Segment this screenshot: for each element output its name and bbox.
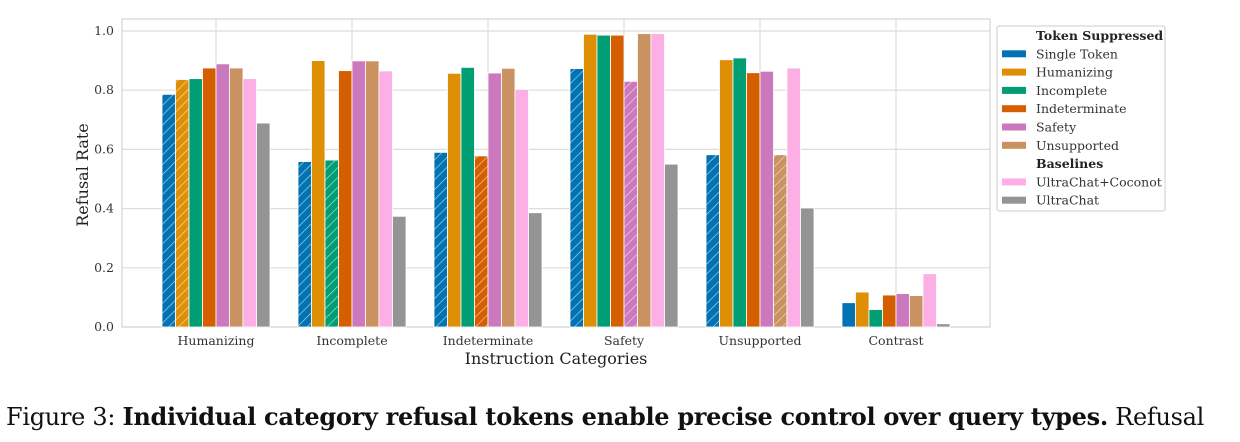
- bar-hatch: [474, 155, 488, 327]
- legend-swatch: [1002, 105, 1026, 113]
- bar-unsupported-safety: [637, 33, 652, 328]
- figure-caption: Figure 3: Individual category refusal to…: [6, 402, 1204, 431]
- bar-indeterminate-humanizing: [202, 67, 217, 328]
- x-tick-label: Incomplete: [316, 333, 387, 348]
- y-ticks: 0.0 0.2 0.4 0.6 0.8 1.0: [94, 23, 114, 334]
- bar-incomplete-contrast: [868, 309, 883, 328]
- bar-ultrachat-coconot-indeterminate: [514, 88, 529, 328]
- caption-rest: Refusal: [1107, 403, 1205, 431]
- bar-ultrachat-humanizing: [256, 122, 271, 328]
- legend-entry: Indeterminate: [1036, 101, 1127, 116]
- legend-swatch: [1002, 86, 1026, 94]
- x-tick-label: Indeterminate: [443, 333, 534, 348]
- legend-entry: Humanizing: [1036, 65, 1113, 80]
- bar-humanizing-contrast: [855, 291, 870, 328]
- y-axis-label: Refusal Rate: [73, 123, 92, 227]
- x-axis-label: Instruction Categories: [465, 349, 648, 368]
- bar-unsupported-incomplete: [365, 60, 380, 328]
- bar-safety-contrast: [895, 293, 910, 328]
- x-tick-label: Unsupported: [719, 333, 802, 348]
- bar-safety-incomplete: [351, 60, 366, 328]
- bar-humanizing-unsupported: [719, 59, 734, 328]
- y-tick-label: 0.0: [94, 319, 114, 334]
- bar-indeterminate-contrast: [882, 294, 897, 328]
- bar-hatch: [325, 160, 339, 327]
- bar-ultrachat-coconot-incomplete: [378, 70, 393, 328]
- bar-unsupported-contrast: [909, 295, 924, 328]
- x-ticks: Humanizing Incomplete Indeterminate Safety U…: [178, 333, 924, 348]
- bars: [161, 33, 951, 328]
- caption-bold: Individual category refusal tokens enabl…: [122, 402, 1108, 431]
- y-tick-label: 1.0: [94, 23, 114, 38]
- bar-incomplete-unsupported: [732, 57, 747, 328]
- y-tick-label: 0.8: [94, 82, 114, 97]
- legend-group-title: Baselines: [1036, 156, 1103, 171]
- bar-ultrachat-incomplete: [392, 215, 407, 328]
- bar-single-token-contrast: [841, 302, 856, 328]
- bar-hatch: [434, 152, 448, 327]
- legend-entry: UltraChat: [1036, 193, 1099, 208]
- y-tick-label: 0.6: [94, 141, 114, 156]
- y-tick-label: 0.4: [94, 201, 114, 216]
- bar-hatch: [162, 94, 176, 328]
- bar-unsupported-indeterminate: [501, 67, 516, 328]
- caption-prefix: Figure 3:: [6, 403, 123, 431]
- bar-hatch: [706, 154, 720, 327]
- legend-swatch: [1002, 68, 1026, 76]
- plot-frame: [121, 18, 991, 328]
- bar-ultrachat-coconot-contrast: [922, 273, 937, 328]
- y-tick-label: 0.2: [94, 260, 114, 275]
- bar-ultrachat-coconot-humanizing: [242, 78, 257, 328]
- bar-indeterminate-unsupported: [746, 72, 761, 328]
- bar-hatch: [570, 68, 584, 327]
- bar-ultrachat-indeterminate: [528, 212, 543, 328]
- bar-hatch: [624, 81, 638, 327]
- legend: Token Suppressed Single Token Humanizing In…: [996, 25, 1166, 212]
- legend-swatch: [1002, 178, 1026, 186]
- bar-ultrachat-contrast: [936, 323, 951, 328]
- bar-hatch: [773, 154, 787, 327]
- legend-swatch: [1002, 123, 1026, 131]
- bar-ultrachat-coconot-safety: [650, 33, 665, 328]
- legend-entry: Safety: [1036, 120, 1077, 135]
- bar-ultrachat-coconot-unsupported: [786, 67, 801, 328]
- bar-incomplete-indeterminate: [460, 67, 475, 328]
- legend-swatch: [1002, 196, 1026, 204]
- bar-safety-humanizing: [215, 63, 230, 328]
- bar-humanizing-incomplete: [311, 60, 326, 328]
- legend-swatch: [1002, 50, 1026, 58]
- x-tick-label: Contrast: [868, 333, 923, 348]
- bar-safety-unsupported: [759, 70, 774, 328]
- x-tick-label: Safety: [604, 333, 645, 348]
- bar-incomplete-safety: [596, 34, 611, 328]
- x-tick-label: Humanizing: [178, 333, 255, 348]
- legend-entry: UltraChat+Coconot: [1036, 174, 1162, 189]
- legend-entry: Single Token: [1036, 46, 1118, 61]
- legend-entry: Unsupported: [1036, 138, 1119, 153]
- legend-entry: Incomplete: [1036, 83, 1107, 98]
- bar-safety-indeterminate: [487, 72, 502, 328]
- chart: 0.0 0.2 0.4 0.6 0.8 1.0 Humanizing Incomplete I…: [73, 18, 1166, 368]
- bar-humanizing-safety: [583, 33, 598, 328]
- bar-hatch: [298, 161, 312, 327]
- legend-group-title: Token Suppressed: [1036, 28, 1163, 43]
- bar-unsupported-humanizing: [229, 67, 244, 328]
- bar-hatch: [175, 79, 189, 327]
- bar-indeterminate-incomplete: [338, 70, 353, 328]
- bar-humanizing-indeterminate: [447, 72, 462, 328]
- legend-swatch: [1002, 141, 1026, 149]
- bar-ultrachat-safety: [664, 163, 679, 328]
- bar-ultrachat-unsupported: [800, 207, 815, 328]
- bar-indeterminate-safety: [610, 34, 625, 328]
- bar-incomplete-humanizing: [188, 78, 203, 328]
